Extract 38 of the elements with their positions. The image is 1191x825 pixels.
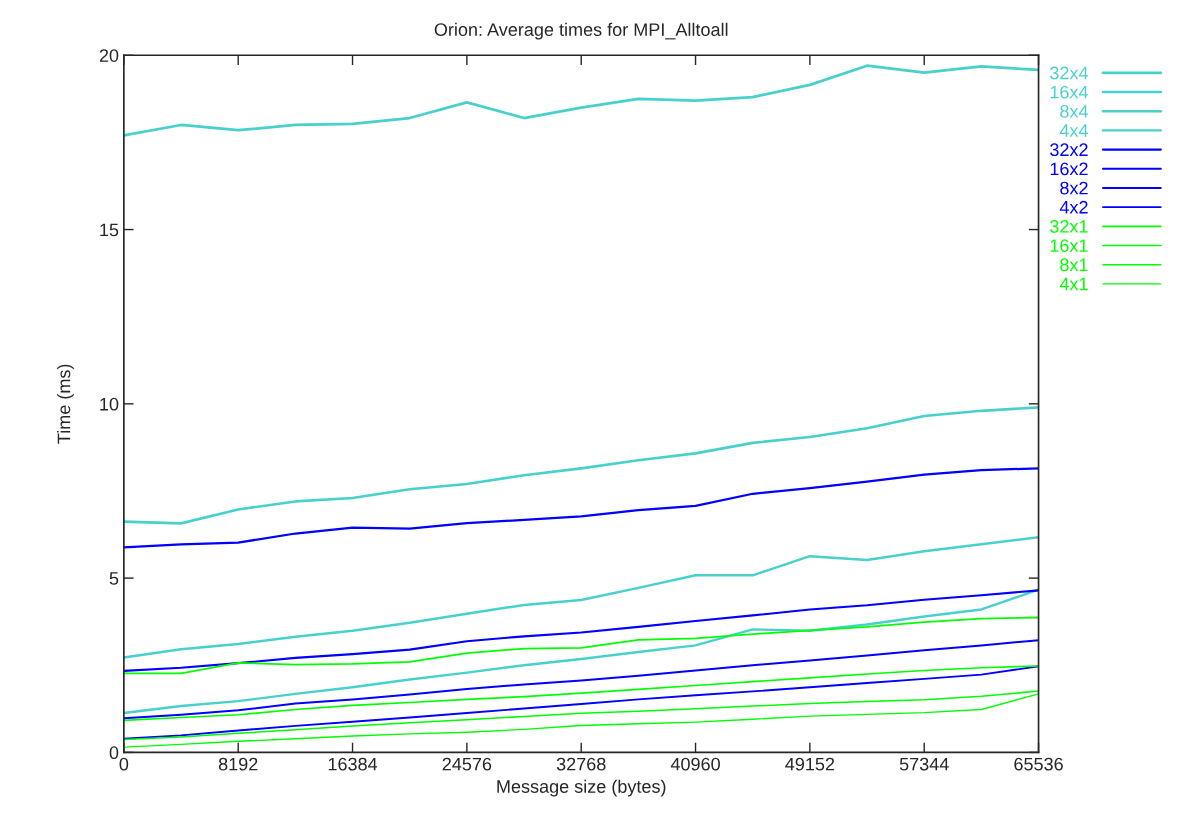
legend-label: 4x2 [1059, 200, 1088, 214]
y-axis-title: Time (ms) [57, 364, 74, 444]
chart-title: Orion: Average times for MPI_Alltoall [434, 22, 728, 40]
y-tick-label: 15 [100, 223, 119, 237]
legend-label: 8x2 [1060, 181, 1088, 195]
legend-label: 32x2 [1050, 143, 1088, 157]
line-series [123, 406, 1039, 525]
legend-label: 32x4 [1050, 66, 1089, 80]
legend-label: 8x4 [1060, 104, 1089, 118]
line-series [123, 588, 1039, 715]
legend-label: 8x1 [1060, 258, 1088, 272]
legend-label: 16x4 [1050, 85, 1089, 99]
line-series [123, 64, 1039, 137]
line-series [123, 616, 1039, 675]
legend-label: 4x1 [1059, 277, 1088, 291]
line-series [123, 536, 1039, 659]
x-tick-label: 40960 [670, 757, 720, 771]
legend-label: 4x4 [1059, 124, 1089, 137]
line-series [123, 467, 1039, 549]
y-tick-label: 20 [99, 49, 119, 62]
x-tick-label: 32768 [556, 757, 606, 771]
line-series [123, 665, 1039, 722]
line-series [123, 639, 1039, 720]
x-tick-label: 57344 [899, 757, 949, 771]
x-tick-label: 24576 [442, 757, 492, 771]
legend-label: 16x2 [1050, 162, 1088, 176]
legend-label: 32x1 [1050, 220, 1088, 233]
y-tick-label: 5 [109, 572, 119, 585]
x-tick-label: 16384 [328, 757, 378, 771]
legend-label: 16x1 [1050, 239, 1088, 252]
x-tick-label: 65536 [1014, 757, 1063, 771]
x-tick-label: 49152 [785, 757, 835, 771]
x-axis-title: Message size (bytes) [497, 779, 666, 797]
y-tick-label: 0 [109, 746, 119, 760]
x-tick-label: 0 [119, 757, 129, 771]
x-tick-label: 8192 [218, 757, 258, 771]
line-series [123, 589, 1039, 672]
y-tick-label: 10 [100, 397, 119, 411]
